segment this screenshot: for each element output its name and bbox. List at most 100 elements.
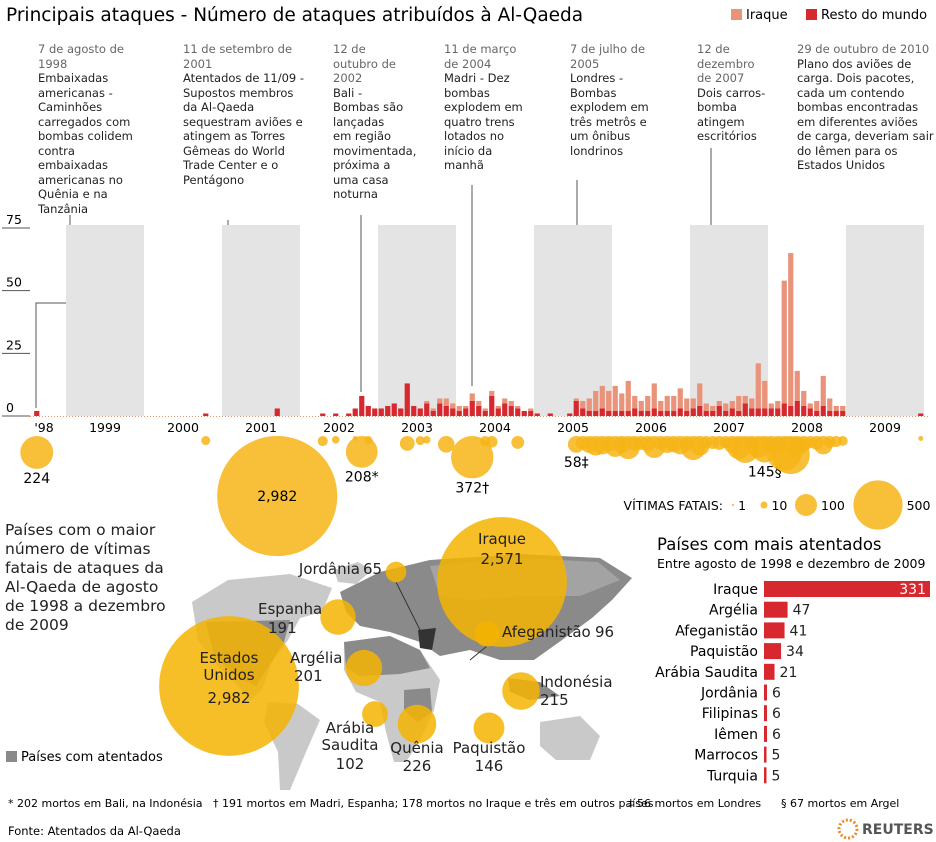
- chart-subtitle: Entre agosto de 1998 e dezembro de 2009: [657, 556, 926, 571]
- bar-segment: [840, 410, 846, 416]
- bar-segment: [736, 395, 742, 411]
- bar-segment: [502, 398, 508, 404]
- victims-bubble: [363, 436, 373, 445]
- bar-segment: [703, 403, 709, 411]
- bar-segment: [814, 400, 820, 411]
- size-legend-circle: [731, 503, 735, 507]
- value-label: 5: [772, 768, 781, 784]
- victims-bubble: [451, 436, 494, 479]
- bar-segment: [430, 408, 436, 411]
- bar-segment: [710, 410, 716, 416]
- bar-segment: [794, 370, 800, 401]
- bar-segment: [807, 403, 813, 409]
- bar: [764, 767, 767, 784]
- legend-label: Resto do mundo: [821, 8, 927, 23]
- event-text: Plano dos aviões de carga. Dois pacotes,…: [797, 56, 934, 173]
- y-tick-label: Iraque: [713, 582, 758, 598]
- bar-segment: [645, 395, 651, 411]
- bar-segment: [703, 410, 709, 416]
- bar-segment: [729, 408, 735, 416]
- year-band: [534, 225, 612, 416]
- bar-segment: [450, 408, 456, 416]
- event-date: 29 de outubro de 2010: [797, 42, 930, 56]
- bar-segment: [742, 403, 748, 416]
- value-label: 21: [780, 665, 798, 681]
- country-label: Afeganistão: [502, 623, 591, 641]
- bar-segment: [469, 400, 475, 416]
- y-tick-label: Marrocos: [694, 748, 758, 764]
- map-bubble: [474, 621, 500, 647]
- bar-segment: [391, 403, 397, 416]
- victims-label: 224: [23, 471, 50, 487]
- victims-bubble: [217, 436, 338, 557]
- event-text: Atentados de 11/09 - Supostos membros da…: [183, 71, 305, 187]
- victims-bubble: [317, 436, 328, 447]
- y-tick-label: Filipinas: [702, 706, 758, 722]
- value-label: 2,982: [207, 689, 251, 707]
- bar-segment: [625, 410, 631, 416]
- event: 11 de setembro de 2001 Atentados de 11/09…: [183, 42, 307, 187]
- bar-segment: [443, 398, 449, 406]
- value-label: 215: [540, 691, 569, 709]
- bar-segment: [781, 403, 787, 416]
- value-label: 6: [772, 727, 781, 743]
- bar-segment: [599, 385, 605, 409]
- bar-segment: [697, 405, 703, 416]
- event: 29 de outubro de 2010 Plano dos aviões de…: [797, 42, 935, 173]
- bar: [764, 684, 768, 701]
- bar-segment: [573, 398, 579, 401]
- x-tick-label: 2003: [401, 420, 433, 435]
- bar: [764, 725, 768, 742]
- bar-segment: [820, 375, 826, 406]
- bar-segment: [833, 410, 839, 416]
- bar-segment: [664, 395, 670, 411]
- bar-segment: [411, 405, 417, 416]
- bar-segment: [352, 408, 358, 416]
- bar-segment: [755, 408, 761, 416]
- bar-segment: [671, 410, 677, 416]
- map-bubble: [320, 599, 356, 635]
- bar-segment: [801, 390, 807, 406]
- bar-segment: [450, 403, 456, 409]
- bar-segment: [775, 408, 781, 416]
- value-label: 47: [793, 603, 811, 619]
- bar-segment: [515, 408, 521, 416]
- y-tick-label: 25: [6, 337, 22, 352]
- bar-segment: [638, 410, 644, 416]
- event-date: 12 de outubro de 2002: [333, 42, 396, 85]
- bar-segment: [346, 413, 352, 416]
- bar-segment: [658, 410, 664, 416]
- country-label: Indonésia: [540, 673, 613, 691]
- bar-segment: [690, 408, 696, 416]
- bar-segment: [456, 405, 462, 411]
- bar: [764, 622, 785, 639]
- map-bubble: [473, 712, 505, 744]
- bar-segment: [762, 380, 768, 409]
- victims-bubble: [399, 436, 415, 451]
- map-bubble: [385, 561, 407, 583]
- bar-segment: [593, 410, 599, 416]
- bar-segment: [619, 410, 625, 416]
- bar-segment: [34, 410, 40, 416]
- bar-segment: [814, 410, 820, 416]
- bar-segment: [684, 398, 690, 411]
- bar-segment: [658, 400, 664, 411]
- bar-segment: [788, 253, 794, 406]
- bar-segment: [424, 400, 430, 404]
- bar-segment: [482, 408, 488, 411]
- victims-bubble: [918, 436, 924, 441]
- x-tick-label: '98: [34, 420, 53, 435]
- victims-bubble: [511, 436, 525, 449]
- bar-segment: [645, 410, 651, 416]
- map-bubble: [345, 649, 383, 687]
- bar-segment: [632, 395, 638, 409]
- size-legend-circle: [795, 494, 817, 516]
- event: 12 de dezembro de 2007 Dois carros-bomba …: [697, 42, 771, 144]
- victims-bubble: [485, 436, 498, 448]
- bar-segment: [820, 405, 826, 416]
- map-bubble: [362, 701, 388, 727]
- x-tick-label: 2001: [245, 420, 277, 435]
- size-legend-circle: [853, 480, 903, 530]
- bar-segment: [274, 408, 280, 416]
- bar-segment: [710, 405, 716, 411]
